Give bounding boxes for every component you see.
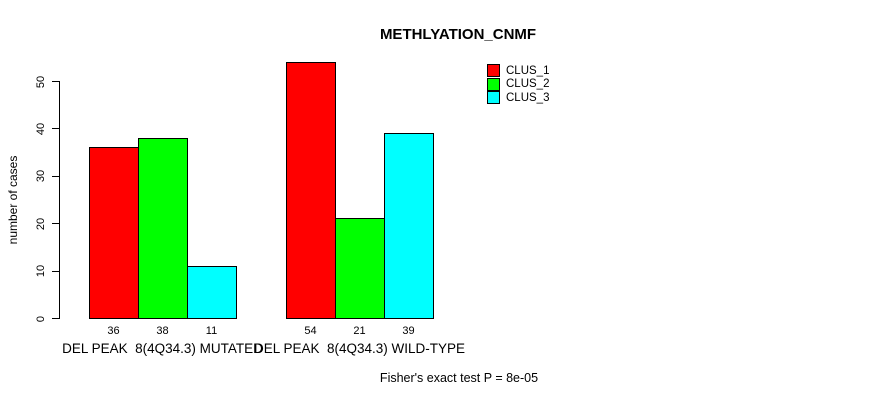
bar — [138, 137, 188, 319]
bar-value-label: 38 — [156, 325, 169, 337]
y-axis-line — [59, 81, 60, 319]
x-category-label: DEL PEAK 8(4Q34.3) WILD-TYPE — [253, 341, 466, 356]
legend-label: CLUS_3 — [506, 91, 550, 104]
bar — [335, 218, 385, 319]
bar — [286, 62, 336, 319]
bar-value-label: 36 — [107, 325, 120, 337]
y-tick — [52, 175, 59, 177]
bar — [89, 147, 139, 319]
x-category-label: DEL PEAK 8(4Q34.3) MUTATED — [62, 341, 263, 356]
y-tick-label: 30 — [35, 170, 47, 183]
legend-swatch — [487, 91, 500, 105]
y-tick-label: 20 — [35, 217, 47, 230]
legend: CLUS_1 CLUS_2 CLUS_3 — [487, 64, 549, 105]
bar-value-label: 54 — [304, 325, 317, 337]
legend-label: CLUS_1 — [506, 64, 550, 77]
legend-item: CLUS_1 — [487, 64, 549, 78]
y-tick — [52, 270, 59, 272]
bar-value-label: 39 — [402, 325, 415, 337]
bar — [187, 265, 237, 319]
bar-value-label: 11 — [205, 325, 218, 337]
y-tick — [52, 318, 59, 319]
y-tick-label: 50 — [35, 75, 47, 88]
y-tick — [52, 128, 59, 130]
y-tick — [52, 81, 59, 82]
chart-title: METHLYATION_CNMF — [379, 26, 537, 43]
y-tick-label: 0 — [35, 315, 47, 322]
y-tick — [52, 223, 59, 225]
y-tick-label: 40 — [35, 122, 47, 136]
bar-value-label: 21 — [353, 325, 366, 337]
legend-swatch — [487, 64, 500, 78]
legend-label: CLUS_2 — [506, 78, 550, 91]
legend-swatch — [487, 77, 500, 91]
y-tick-label: 10 — [35, 264, 47, 278]
bar — [384, 133, 434, 319]
footnote: Fisher's exact test P = 8e-05 — [379, 371, 539, 385]
legend-item: CLUS_3 — [487, 91, 549, 105]
legend-item: CLUS_2 — [487, 77, 550, 92]
